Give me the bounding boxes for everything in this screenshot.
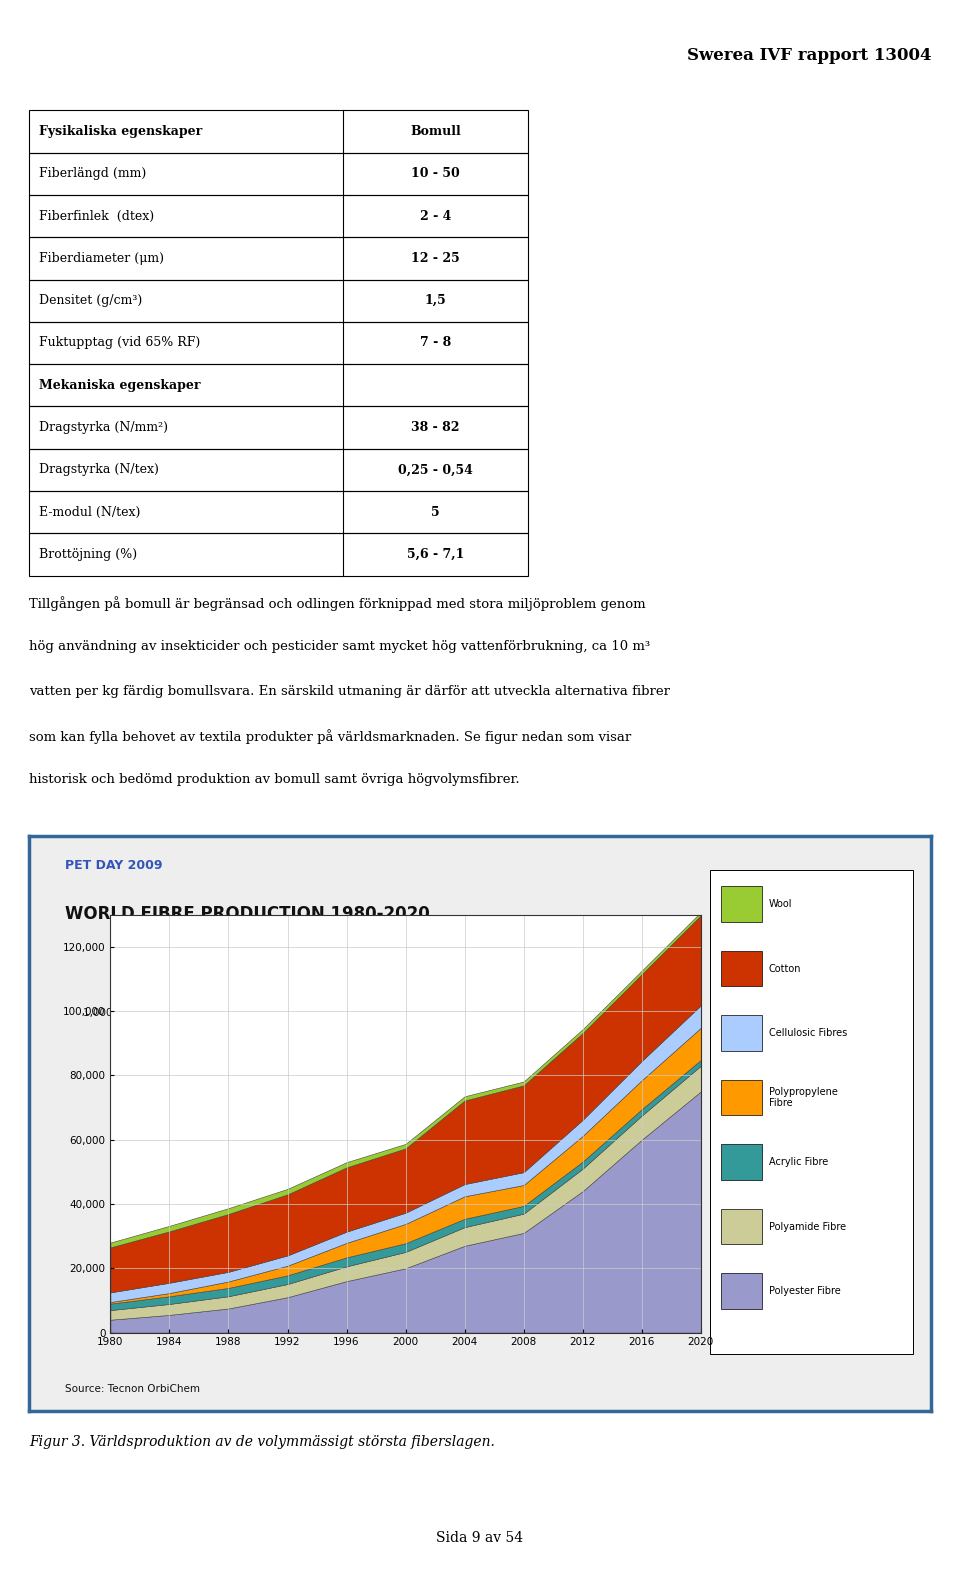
Text: Densitet (g/cm³): Densitet (g/cm³): [38, 295, 142, 308]
Bar: [710, 871, 913, 1353]
Bar: [721, 1210, 761, 1244]
Text: 5: 5: [431, 506, 440, 519]
Bar: [29, 322, 528, 364]
Bar: [29, 449, 528, 490]
Text: Bomull: Bomull: [410, 125, 461, 139]
Text: Cotton: Cotton: [769, 964, 802, 973]
Text: Source: Tecnon OrbiChem: Source: Tecnon OrbiChem: [65, 1385, 200, 1394]
Text: historisk och bedömd produktion av bomull samt övriga högvolymsfibrer.: historisk och bedömd produktion av bomul…: [29, 773, 519, 787]
Bar: [29, 533, 528, 576]
Text: som kan fylla behovet av textila produkter på världsmarknaden. Se figur nedan so: som kan fylla behovet av textila produkt…: [29, 729, 631, 744]
Text: Fiberfinlek  (dtex): Fiberfinlek (dtex): [38, 210, 154, 222]
Text: Figur 3. Världsproduktion av de volymmässigt största fiberslagen.: Figur 3. Världsproduktion av de volymmäs…: [29, 1435, 494, 1449]
Text: 38 - 82: 38 - 82: [412, 421, 460, 434]
Text: E-modul (N/tex): E-modul (N/tex): [38, 506, 140, 519]
Bar: [29, 364, 528, 407]
Text: Dragstyrka (N/tex): Dragstyrka (N/tex): [38, 464, 158, 476]
Text: 1,000 Metric Tons: 1,000 Metric Tons: [83, 1009, 175, 1019]
Text: Polyamide Fibre: Polyamide Fibre: [769, 1222, 846, 1232]
Bar: [721, 1016, 761, 1050]
Bar: [721, 886, 761, 923]
Text: 7 - 8: 7 - 8: [420, 336, 451, 350]
Text: PET DAY 2009: PET DAY 2009: [65, 859, 162, 872]
Text: 10 - 50: 10 - 50: [411, 167, 460, 180]
Bar: [29, 110, 528, 153]
Text: Tillgången på bomull är begränsad och odlingen förknippad med stora miljöproblem: Tillgången på bomull är begränsad och od…: [29, 596, 645, 610]
Text: 2 - 4: 2 - 4: [420, 210, 451, 222]
Text: Wool: Wool: [769, 899, 792, 910]
Text: Swerea IVF rapport 13004: Swerea IVF rapport 13004: [686, 47, 931, 63]
Bar: [721, 1273, 761, 1309]
Bar: [29, 237, 528, 279]
Text: Cellulosic Fibres: Cellulosic Fibres: [769, 1028, 847, 1038]
Bar: [29, 490, 528, 533]
Text: Mekaniska egenskaper: Mekaniska egenskaper: [38, 378, 201, 391]
Text: Polyester Fibre: Polyester Fibre: [769, 1285, 841, 1296]
Text: Fuktupptag (vid 65% RF): Fuktupptag (vid 65% RF): [38, 336, 200, 350]
Bar: [721, 1080, 761, 1115]
Bar: [29, 153, 528, 196]
Bar: [29, 196, 528, 237]
Text: WORLD FIBRE PRODUCTION 1980-2020: WORLD FIBRE PRODUCTION 1980-2020: [65, 905, 430, 923]
Text: Fysikaliska egenskaper: Fysikaliska egenskaper: [38, 125, 202, 139]
Bar: [721, 951, 761, 986]
Text: Fiberlängd (mm): Fiberlängd (mm): [38, 167, 146, 180]
Text: Fiberdiameter (μm): Fiberdiameter (μm): [38, 252, 164, 265]
Text: hög användning av insekticider och pesticider samt mycket hög vattenförbrukning,: hög användning av insekticider och pesti…: [29, 640, 650, 653]
Text: 5,6 - 7,1: 5,6 - 7,1: [407, 547, 465, 561]
Text: Brottöjning (%): Brottöjning (%): [38, 547, 137, 561]
Text: Polypropylene
Fibre: Polypropylene Fibre: [769, 1087, 838, 1109]
Bar: [29, 279, 528, 322]
Text: Acrylic Fibre: Acrylic Fibre: [769, 1158, 828, 1167]
Text: 12 - 25: 12 - 25: [411, 252, 460, 265]
Text: 1,5: 1,5: [424, 295, 446, 308]
Text: Dragstyrka (N/mm²): Dragstyrka (N/mm²): [38, 421, 168, 434]
Text: vatten per kg färdig bomullsvara. En särskild utmaning är därför att utveckla al: vatten per kg färdig bomullsvara. En sär…: [29, 684, 670, 697]
Bar: [721, 1145, 761, 1180]
Text: Sida 9 av 54: Sida 9 av 54: [437, 1531, 523, 1544]
Bar: [29, 407, 528, 449]
Text: 0,25 - 0,54: 0,25 - 0,54: [398, 464, 473, 476]
